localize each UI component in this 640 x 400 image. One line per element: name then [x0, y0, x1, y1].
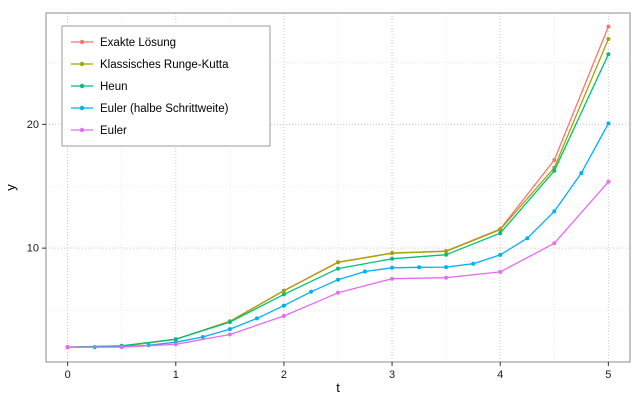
series-point-1 — [336, 260, 340, 265]
series-point-2 — [281, 292, 286, 297]
series-point-3 — [471, 261, 476, 266]
series-point-3 — [363, 269, 367, 274]
series-point-0 — [606, 24, 611, 29]
series-point-3 — [390, 265, 395, 270]
series-point-2 — [498, 231, 503, 236]
series-point-3 — [254, 316, 259, 321]
series-point-0 — [552, 158, 557, 162]
series-point-1 — [281, 288, 286, 293]
series-point-1 — [444, 249, 449, 254]
series-point-2 — [173, 337, 178, 342]
series-point-3 — [417, 265, 422, 270]
legend-entry-label-3: Euler (halbe Schrittweite) — [100, 103, 229, 115]
series-point-4 — [281, 314, 286, 318]
x-tick-label: 2 — [281, 369, 287, 381]
series-point-4 — [65, 345, 70, 350]
series-point-4 — [444, 275, 449, 280]
series-point-4 — [119, 345, 124, 350]
series-point-1 — [498, 227, 503, 232]
series-point-2 — [552, 168, 557, 173]
legend-key-point-3 — [79, 105, 85, 111]
x-tick-label: 5 — [605, 369, 611, 381]
x-tick-label: 0 — [65, 369, 71, 381]
legend-entry-label-1: Klassisches Runge-Kutta — [100, 59, 229, 71]
series-point-2 — [444, 252, 449, 257]
y-axis-title: y — [3, 184, 18, 191]
legend-key-point-0 — [79, 39, 85, 45]
series-point-2 — [227, 320, 232, 325]
series-point-4 — [336, 290, 340, 295]
y-tick-label: 10 — [27, 243, 39, 255]
legend-box — [61, 25, 271, 147]
series-point-3 — [281, 303, 286, 308]
series-point-4 — [498, 269, 503, 274]
series-point-3 — [227, 327, 232, 332]
series-point-4 — [552, 241, 557, 246]
x-tick-label: 1 — [173, 369, 179, 381]
series-point-2 — [336, 266, 340, 271]
legend-entry-label-2: Heun — [100, 81, 128, 93]
legend-key-point-4 — [79, 127, 85, 133]
series-point-3 — [498, 252, 503, 257]
series-point-4 — [390, 276, 395, 281]
series-point-3 — [579, 171, 584, 176]
y-tick-label: 20 — [27, 119, 39, 131]
legend-key-point-1 — [79, 61, 85, 67]
series-point-2 — [390, 256, 395, 261]
x-axis-title: t — [336, 380, 340, 395]
series-point-4 — [173, 342, 178, 347]
panel-border — [45, 12, 631, 363]
x-tick-label: 4 — [497, 369, 503, 381]
series-point-3 — [336, 277, 340, 282]
series-point-3 — [309, 289, 313, 294]
series-point-2 — [606, 52, 611, 57]
series-point-1 — [606, 37, 611, 41]
x-tick-label: 3 — [389, 369, 395, 381]
series-point-3 — [552, 209, 557, 214]
legend-key-point-2 — [79, 83, 85, 89]
series-point-3 — [200, 335, 205, 339]
series-point-3 — [606, 121, 611, 126]
series-point-3 — [444, 265, 449, 270]
series-point-3 — [525, 236, 530, 241]
series-point-4 — [227, 332, 232, 337]
series-point-4 — [606, 179, 611, 184]
series-point-1 — [390, 251, 395, 256]
legend-entry-label-4: Euler — [100, 125, 127, 137]
legend-entry-label-0: Exakte Lösung — [100, 37, 176, 49]
